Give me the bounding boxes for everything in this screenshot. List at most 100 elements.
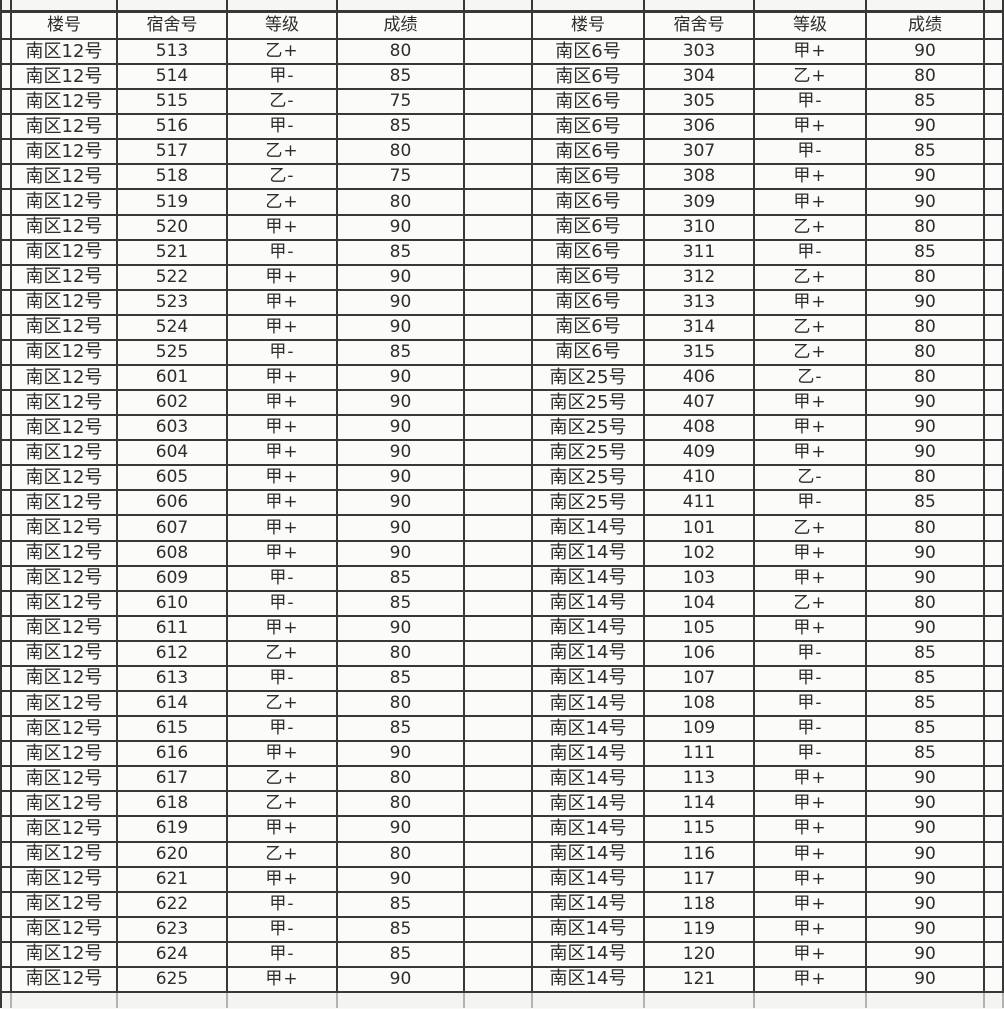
left-room-cell: 610 [118, 591, 228, 617]
right-building-cell: 南区14号 [533, 967, 645, 993]
left-score-cell: 80 [338, 40, 465, 66]
separator-column-cell [465, 516, 533, 542]
separator-column-cell [465, 391, 533, 417]
right-score-cell: 90 [867, 391, 985, 417]
separator-column-cell [465, 315, 533, 341]
left-room-cell: 520 [118, 215, 228, 241]
edge-stub-cell [0, 315, 12, 341]
left-building-cell: 南区12号 [12, 967, 118, 993]
left-building-cell: 南区12号 [12, 90, 118, 116]
right-room-cell: 102 [645, 541, 755, 567]
left-room-cell: 614 [118, 692, 228, 718]
right-grade-cell: 甲+ [755, 842, 867, 868]
left-room-cell: 615 [118, 717, 228, 743]
left-building-cell: 南区12号 [12, 541, 118, 567]
separator-column-cell [465, 817, 533, 843]
right-room-cell: 121 [645, 967, 755, 993]
left-room-cell: 612 [118, 641, 228, 667]
bottom-edge-partial-cell [985, 992, 1004, 1008]
separator-column-cell [465, 792, 533, 818]
top-edge-partial-cell [118, 0, 228, 10]
right-room-cell: 117 [645, 867, 755, 893]
left-score-cell: 85 [338, 340, 465, 367]
left-grade-cell: 甲+ [228, 391, 338, 417]
right-room-cell: 118 [645, 892, 755, 918]
left-score-cell: 80 [338, 692, 465, 718]
edge-stub-cell [0, 917, 12, 943]
right-building-cell: 南区14号 [533, 892, 645, 918]
edge-stub-cell [0, 942, 12, 968]
right-building-cell: 南区14号 [533, 742, 645, 768]
edge-stub-cell [0, 215, 12, 241]
edge-stub-cell [985, 140, 1004, 166]
right-score-cell: 90 [867, 767, 985, 793]
right-score-cell: 85 [867, 742, 985, 768]
right-grade-cell: 甲+ [755, 566, 867, 592]
top-edge-partial-cell [985, 0, 1004, 10]
right-building-cell: 南区14号 [533, 591, 645, 617]
left-score-cell: 90 [338, 867, 465, 893]
left-grade-cell: 甲- [228, 566, 338, 592]
left-building-cell: 南区12号 [12, 240, 118, 266]
bottom-edge-partial-cell [0, 992, 12, 1008]
right-grade-cell: 乙- [755, 466, 867, 492]
separator-column-cell [465, 215, 533, 241]
edge-stub-cell [985, 717, 1004, 743]
edge-stub-cell [985, 215, 1004, 241]
edge-stub-cell [985, 967, 1004, 993]
left-building-cell: 南区12号 [12, 416, 118, 442]
right-building-cell: 南区6号 [533, 115, 645, 141]
top-edge-partial-cell [465, 0, 533, 10]
edge-stub-cell [985, 892, 1004, 918]
left-score-cell: 90 [338, 616, 465, 642]
edge-stub-cell [985, 40, 1004, 66]
edge-stub-cell [0, 65, 12, 91]
edge-stub-cell [0, 541, 12, 567]
right-score-cell: 80 [867, 65, 985, 91]
right-room-cell: 306 [645, 115, 755, 141]
left-score-cell: 90 [338, 290, 465, 316]
top-edge-partial-cell [755, 0, 867, 10]
left-building-cell: 南区12号 [12, 842, 118, 868]
right-room-cell: 105 [645, 616, 755, 642]
right-grade-cell: 甲- [755, 140, 867, 166]
right-grade-cell: 乙- [755, 366, 867, 392]
right-building-cell: 南区14号 [533, 867, 645, 893]
edge-stub-cell [985, 466, 1004, 492]
right-score-cell: 80 [867, 591, 985, 617]
separator-column-cell [465, 190, 533, 216]
left-building-cell: 南区12号 [12, 616, 118, 642]
right-room-cell: 315 [645, 340, 755, 367]
left-score-cell: 75 [338, 165, 465, 191]
left-building-cell: 南区12号 [12, 190, 118, 216]
right-grade-cell: 甲+ [755, 942, 867, 968]
left-room-cell: 609 [118, 566, 228, 592]
edge-stub-cell [985, 290, 1004, 316]
left-building-cell: 南区12号 [12, 566, 118, 592]
left-building-cell: 南区12号 [12, 591, 118, 617]
right-grade-cell: 甲+ [755, 792, 867, 818]
separator-column-cell [465, 842, 533, 868]
edge-stub-cell [0, 265, 12, 291]
left-room-cell: 617 [118, 767, 228, 793]
right-building-cell: 南区25号 [533, 441, 645, 467]
separator-column-cell [465, 917, 533, 943]
bottom-edge-partial-cell [465, 992, 533, 1008]
right-score-cell: 90 [867, 115, 985, 141]
edge-stub-cell [985, 867, 1004, 893]
left-building-cell: 南区12号 [12, 867, 118, 893]
right-room-cell: 307 [645, 140, 755, 166]
left-room-cell: 619 [118, 817, 228, 843]
right-building-cell: 南区6号 [533, 240, 645, 266]
edge-stub-cell [0, 391, 12, 417]
edge-stub-cell [985, 541, 1004, 567]
left-score-cell: 80 [338, 190, 465, 216]
right-room-cell: 310 [645, 215, 755, 241]
left-grade-cell: 乙+ [228, 140, 338, 166]
right-score-cell: 80 [867, 516, 985, 542]
header-right-room: 宿舍号 [645, 10, 755, 40]
left-grade-cell: 甲+ [228, 290, 338, 316]
left-score-cell: 90 [338, 366, 465, 392]
edge-stub-cell [985, 391, 1004, 417]
left-score-cell: 80 [338, 842, 465, 868]
